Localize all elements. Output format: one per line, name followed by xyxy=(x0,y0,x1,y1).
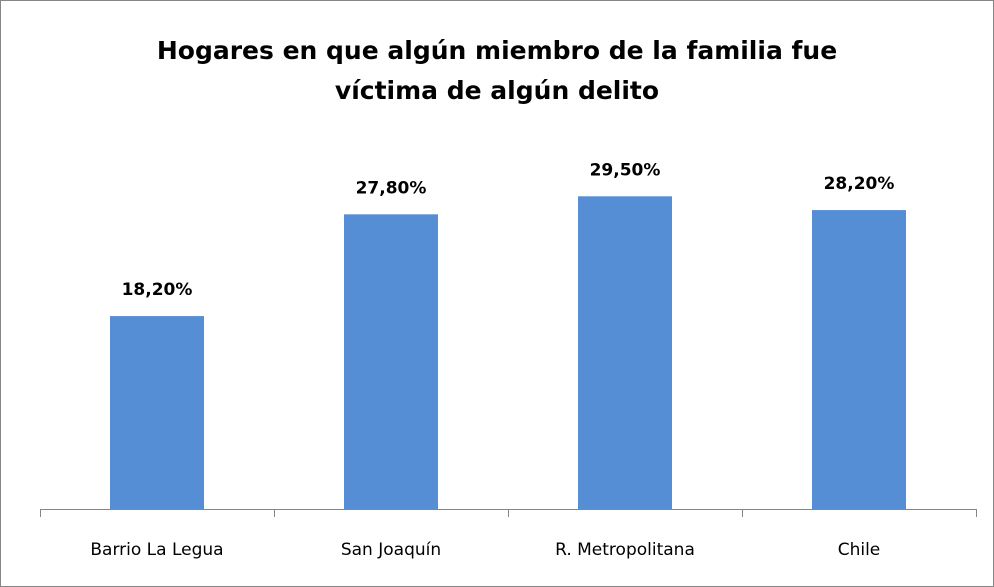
x-tick-label: Chile xyxy=(838,540,881,560)
data-label: 29,50% xyxy=(590,160,661,180)
x-tick-label: Barrio La Legua xyxy=(90,540,223,560)
bar xyxy=(344,214,438,509)
chart-title: víctima de algún delito xyxy=(335,76,659,105)
data-label: 27,80% xyxy=(356,178,427,198)
data-label: 18,20% xyxy=(122,280,193,300)
x-tick-label: R. Metropolitana xyxy=(555,540,695,560)
bar xyxy=(812,210,906,509)
bar xyxy=(110,316,204,509)
bar xyxy=(578,196,672,510)
data-label: 28,20% xyxy=(824,174,895,194)
chart-title: Hogares en que algún miembro de la famil… xyxy=(157,36,837,65)
x-tick-label: San Joaquín xyxy=(341,540,441,560)
